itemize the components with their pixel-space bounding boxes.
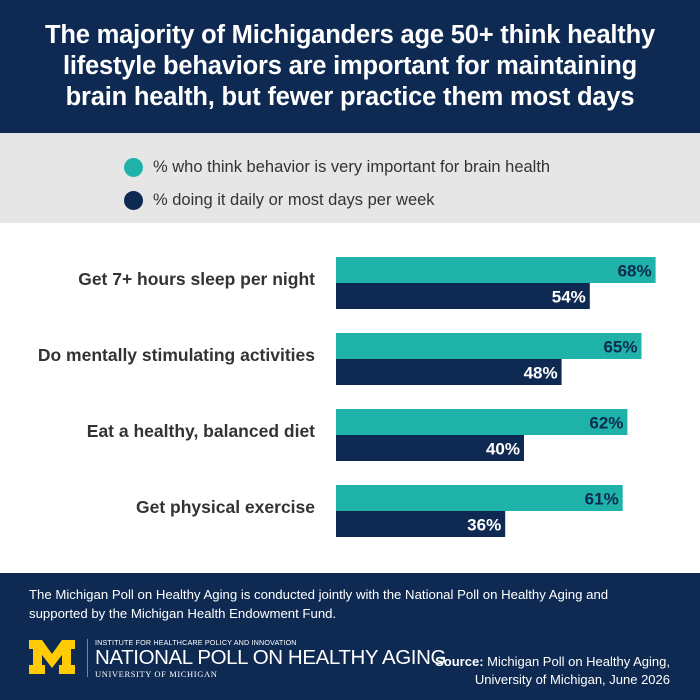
source-label: Source: <box>435 654 484 669</box>
legend-item-important: % who think behavior is very important f… <box>124 155 700 179</box>
bar-chart: Get 7+ hours sleep per night 68% 54% Do men… <box>38 257 656 537</box>
legend-swatch-navy <box>124 190 143 210</box>
category-label: Eat a healthy, balanced diet <box>87 421 315 441</box>
block-m-logo-icon <box>29 640 75 674</box>
data-label: 40% <box>486 440 520 459</box>
category-label: Get 7+ hours sleep per night <box>78 269 315 289</box>
legend-label-important: % who think behavior is very important f… <box>153 157 551 176</box>
bar-important <box>336 257 656 283</box>
legend: % who think behavior is very important f… <box>0 133 700 223</box>
source-citation: Source: Michigan Poll on Healthy Aging, … <box>370 653 670 689</box>
source-line1: Michigan Poll on Healthy Aging, <box>487 654 670 669</box>
npha-logo: INSTITUTE FOR HEALTHCARE POLICY AND INNO… <box>95 638 446 679</box>
legend-label-practice: % doing it daily or most days per week <box>153 190 435 209</box>
category-label: Do mentally stimulating activities <box>38 345 315 365</box>
category-label: Get physical exercise <box>136 497 315 517</box>
bar-practice <box>336 359 562 385</box>
logo-institute-text: INSTITUTE FOR HEALTHCARE POLICY AND INNO… <box>95 638 297 647</box>
chart-title: The majority of Michiganders age 50+ thi… <box>45 21 655 111</box>
data-label: 61% <box>585 490 619 509</box>
logo-poll-text: NATIONAL POLL ON HEALTHY AGING <box>95 646 447 669</box>
legend-swatch-teal <box>124 157 143 177</box>
logo-divider <box>87 639 88 677</box>
bar-important <box>336 409 628 435</box>
data-label: 36% <box>467 516 501 535</box>
footer-note: The Michigan Poll on Healthy Aging is co… <box>29 587 609 621</box>
data-label: 54% <box>552 288 586 307</box>
data-label: 68% <box>618 262 652 281</box>
bar-important <box>336 333 642 359</box>
data-label: 48% <box>524 364 558 383</box>
bar-important <box>336 485 623 511</box>
legend-item-practice: % doing it daily or most days per week <box>124 188 700 212</box>
bar-practice <box>336 511 506 537</box>
source-line2: University of Michigan, June 2026 <box>474 672 670 687</box>
data-label: 65% <box>603 338 637 357</box>
logo-university-text: UNIVERSITY OF MICHIGAN <box>95 669 218 679</box>
footer: The Michigan Poll on Healthy Aging is co… <box>0 573 700 700</box>
data-label: 62% <box>589 414 623 433</box>
chart-area: Get 7+ hours sleep per night 68% 54% Do men… <box>0 223 700 573</box>
bar-practice <box>336 435 524 461</box>
header-banner: The majority of Michiganders age 50+ thi… <box>0 0 700 133</box>
bar-practice <box>336 283 590 309</box>
